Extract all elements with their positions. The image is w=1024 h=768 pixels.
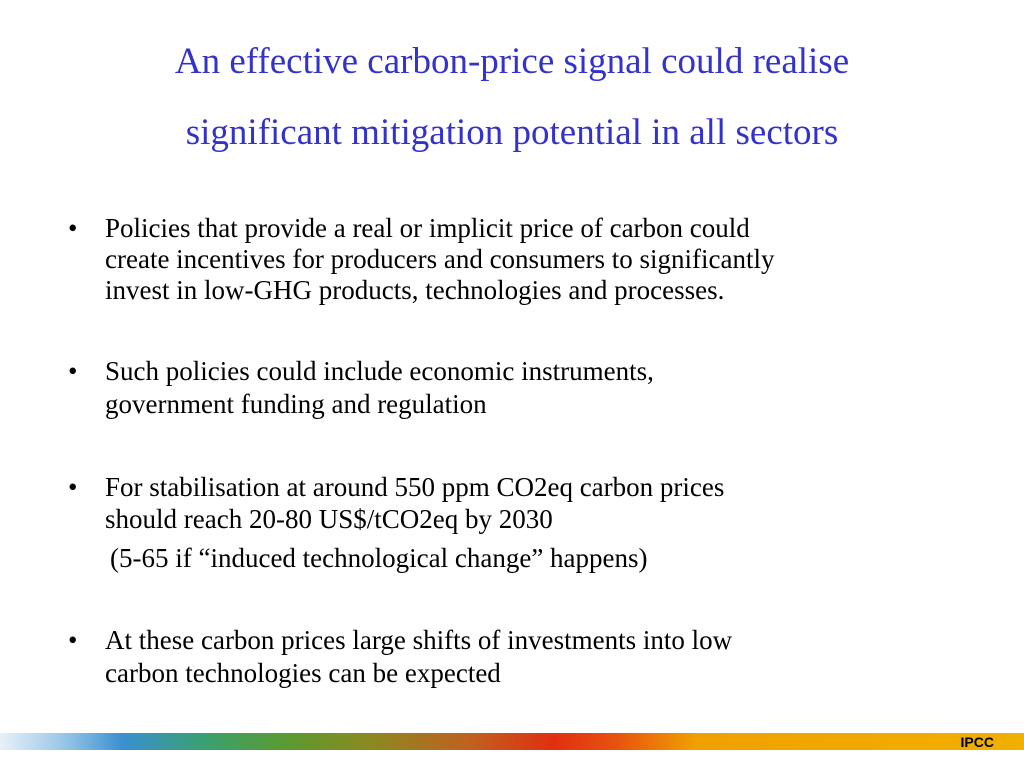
title-line: An effective carbon-price signal could r… [174, 41, 850, 82]
bullet-text: At these carbon prices large shifts of i… [105, 625, 733, 655]
bullet-marker: • [68, 356, 78, 386]
bullet-marker: • [68, 213, 78, 243]
bullet-marker: • [68, 625, 78, 655]
bullet-text: government funding and regulation [105, 389, 487, 419]
footer-label: IPCC [960, 734, 994, 750]
bullet-marker: • [68, 472, 78, 502]
bullet-text: should reach 20-80 US$/tCO2eq by 2030 [105, 504, 553, 534]
bullet-text: For stabilisation at around 550 ppm CO2e… [105, 472, 725, 502]
bullet-text: invest in low-GHG products, technologies… [105, 275, 725, 305]
bullet-note: (5-65 if “induced technological change” … [110, 543, 648, 573]
bullet-text: carbon technologies can be expected [105, 658, 501, 688]
title-line: significant mitigation potential in all … [185, 112, 839, 153]
bullet-text: create incentives for producers and cons… [105, 244, 775, 274]
bullet-text: Such policies could include economic ins… [105, 356, 654, 386]
bullet-text: Policies that provide a real or implicit… [105, 213, 750, 243]
footer-bar [0, 733, 1024, 750]
